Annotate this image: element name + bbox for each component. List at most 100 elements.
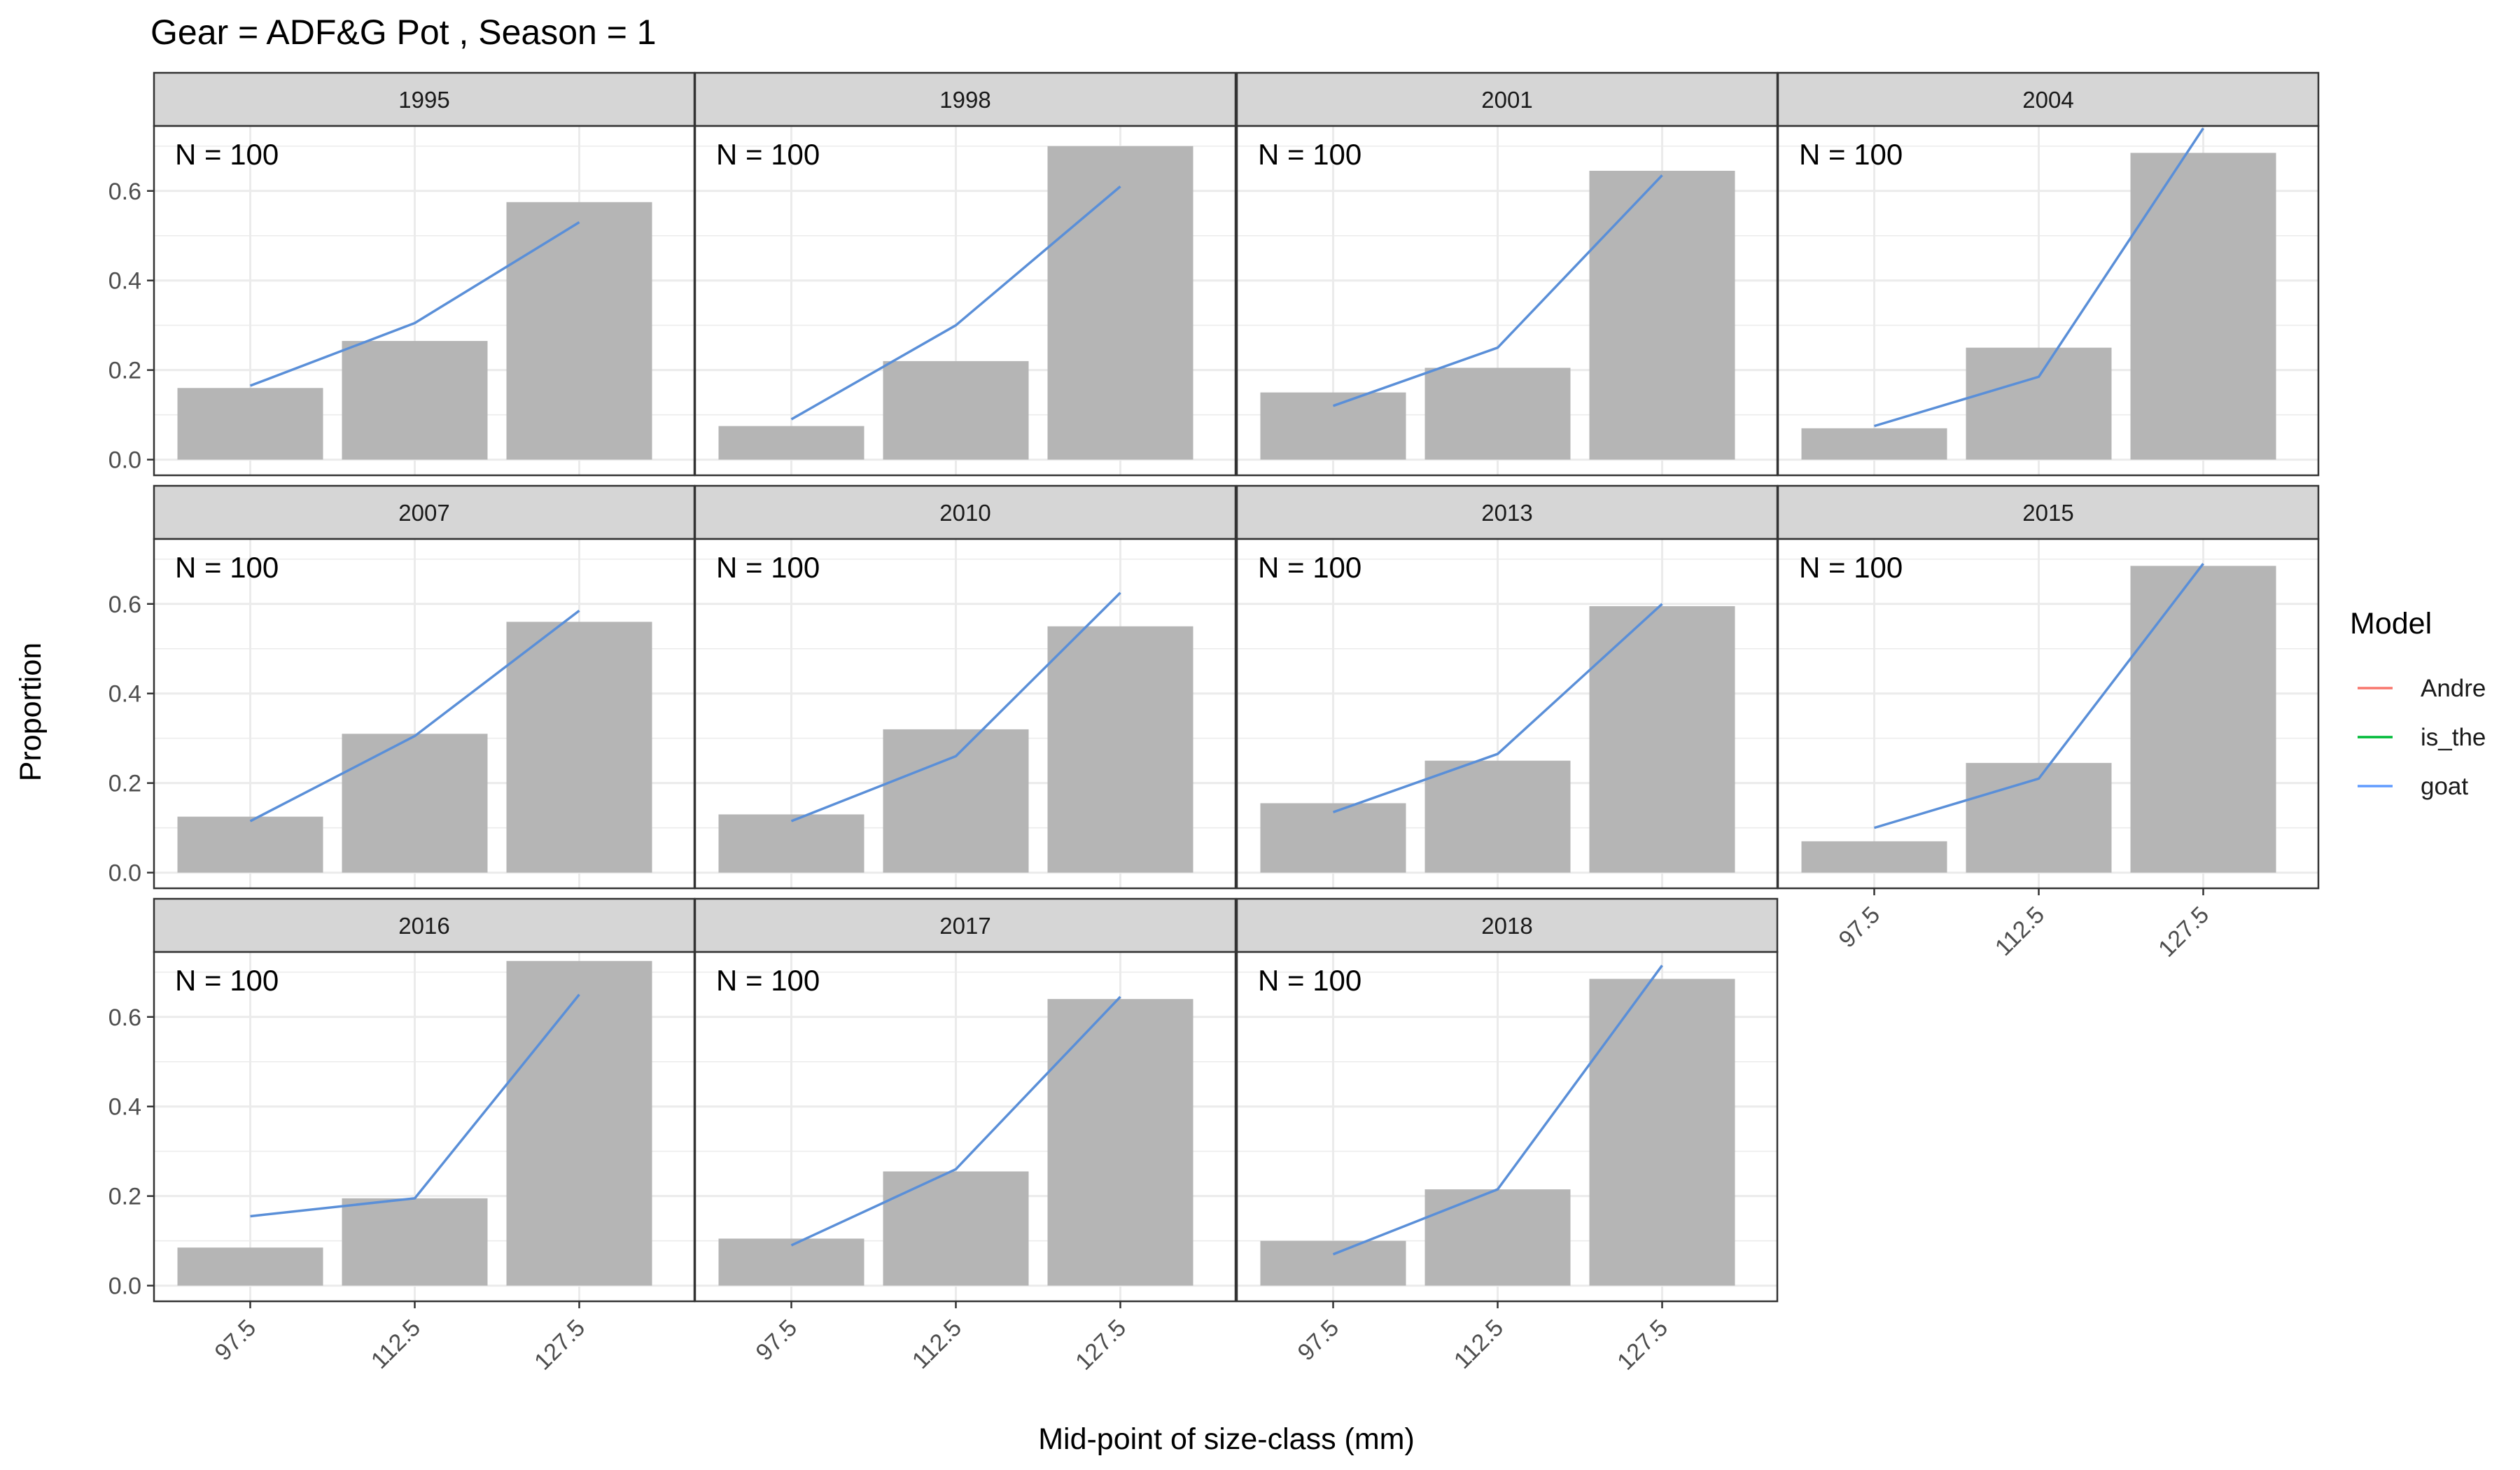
strip-label: 1995 bbox=[398, 87, 449, 113]
fitted-line-goat bbox=[250, 993, 580, 1218]
panel-border bbox=[1777, 125, 2320, 477]
sample-size-label: N = 100 bbox=[175, 138, 279, 171]
panel-2004: 2004 N = 100 bbox=[1777, 71, 2320, 477]
bar-112.5 bbox=[1424, 760, 1571, 873]
bar-97.5 bbox=[1260, 1240, 1406, 1286]
legend-entry-Andre: Andre bbox=[2358, 675, 2486, 702]
x-axis-title: Mid-point of size-class (mm) bbox=[1038, 1422, 1415, 1456]
sample-size-label: N = 100 bbox=[716, 964, 820, 997]
bar-127.5 bbox=[1589, 170, 1735, 460]
bar-112.5 bbox=[883, 729, 1029, 873]
strip-label: 2015 bbox=[2022, 500, 2073, 526]
panel-strip bbox=[694, 484, 1237, 540]
bar-97.5 bbox=[718, 1238, 864, 1286]
bar-112.5 bbox=[883, 360, 1029, 460]
bar-127.5 bbox=[1047, 146, 1194, 460]
panel-strip bbox=[1777, 71, 2320, 127]
bar-97.5 bbox=[177, 388, 323, 460]
bar-97.5 bbox=[718, 814, 864, 873]
legend-label: goat bbox=[2421, 773, 2468, 800]
panel-2007: 2007 N = 100 0.0 0.2 0.4 0.6 bbox=[108, 484, 696, 890]
panel-2010: 2010 N = 100 bbox=[694, 484, 1237, 890]
y-tick-label: 0.6 bbox=[108, 1004, 141, 1031]
panel-border bbox=[694, 951, 1237, 1303]
legend-label: Andre bbox=[2421, 675, 2486, 702]
fitted-line-goat bbox=[1873, 563, 2204, 830]
strip-label: 2017 bbox=[939, 913, 990, 939]
y-tick-label: 0.0 bbox=[108, 860, 141, 887]
panel-strip bbox=[153, 71, 696, 127]
panel-border bbox=[694, 538, 1237, 890]
bar-97.5 bbox=[177, 1247, 323, 1286]
bar-97.5 bbox=[1801, 428, 1947, 460]
chart-title: Gear = ADF&G Pot , Season = 1 bbox=[150, 13, 657, 52]
panel-2013: 2013 N = 100 bbox=[1236, 484, 1779, 890]
legend-entry-goat: goat bbox=[2358, 773, 2468, 800]
bar-112.5 bbox=[1966, 762, 2112, 873]
bar-127.5 bbox=[1589, 979, 1735, 1286]
panel-border bbox=[1236, 951, 1779, 1303]
panel-border bbox=[1777, 538, 2320, 890]
sample-size-label: N = 100 bbox=[175, 551, 279, 584]
fitted-line-goat bbox=[790, 995, 1121, 1247]
bar-97.5 bbox=[1260, 392, 1406, 460]
sample-size-label: N = 100 bbox=[1258, 138, 1362, 171]
bar-112.5 bbox=[1424, 1189, 1571, 1286]
y-tick-label: 0.2 bbox=[108, 771, 141, 797]
panels-layer: 1995 N = 100 0.0 0.2 0.4 0.6 1998 N = 100 2001 N … bbox=[108, 71, 2320, 1376]
bar-127.5 bbox=[2130, 566, 2276, 873]
y-tick-label: 0.0 bbox=[108, 447, 141, 474]
panel-strip bbox=[1236, 71, 1779, 127]
sample-size-label: N = 100 bbox=[1258, 551, 1362, 584]
fitted-line-goat bbox=[1332, 603, 1663, 813]
strip-label: 1998 bbox=[939, 87, 990, 113]
bar-127.5 bbox=[1047, 626, 1194, 873]
y-tick-label: 0.2 bbox=[108, 358, 141, 384]
legend-label: is_the bbox=[2421, 724, 2486, 751]
y-tick-label: 0.4 bbox=[108, 681, 141, 708]
strip-label: 2018 bbox=[1481, 913, 1532, 939]
fitted-line-goat bbox=[790, 186, 1121, 421]
bar-127.5 bbox=[506, 622, 652, 873]
y-tick-label: 0.4 bbox=[108, 1094, 141, 1121]
sample-size-label: N = 100 bbox=[716, 551, 820, 584]
y-tick-label: 0.2 bbox=[108, 1184, 141, 1210]
y-tick-label: 0.0 bbox=[108, 1273, 141, 1300]
bar-112.5 bbox=[883, 1171, 1029, 1286]
fitted-line-goat bbox=[1332, 174, 1663, 407]
fitted-line-goat bbox=[1332, 965, 1663, 1256]
sample-size-label: N = 100 bbox=[1799, 138, 1903, 171]
panel-strip bbox=[153, 897, 696, 953]
bar-112.5 bbox=[1966, 347, 2112, 460]
sample-size-label: N = 100 bbox=[1258, 964, 1362, 997]
legend-entry-is_the: is_the bbox=[2358, 724, 2486, 751]
bar-127.5 bbox=[506, 960, 652, 1286]
panel-strip bbox=[1236, 897, 1779, 953]
strip-label: 2013 bbox=[1481, 500, 1532, 526]
y-tick-label: 0.4 bbox=[108, 268, 141, 295]
strip-label: 2010 bbox=[939, 500, 990, 526]
bar-97.5 bbox=[1260, 803, 1406, 873]
legend-title: Model bbox=[2350, 607, 2432, 640]
panel-strip bbox=[694, 71, 1237, 127]
bar-127.5 bbox=[2130, 153, 2276, 460]
bar-112.5 bbox=[342, 341, 488, 460]
bar-112.5 bbox=[1424, 368, 1571, 460]
bar-127.5 bbox=[1589, 606, 1735, 873]
bar-97.5 bbox=[1801, 841, 1947, 873]
panel-1998: 1998 N = 100 bbox=[694, 71, 1237, 477]
strip-label: 2016 bbox=[398, 913, 449, 939]
fitted-line-goat bbox=[249, 221, 580, 387]
strip-label: 2001 bbox=[1481, 87, 1532, 113]
sample-size-label: N = 100 bbox=[1799, 551, 1903, 584]
bar-112.5 bbox=[342, 1198, 488, 1286]
fitted-line-goat bbox=[1873, 127, 2204, 428]
sample-size-label: N = 100 bbox=[175, 964, 279, 997]
panel-1995: 1995 N = 100 0.0 0.2 0.4 0.6 bbox=[108, 71, 696, 477]
fitted-line-goat bbox=[249, 609, 580, 822]
